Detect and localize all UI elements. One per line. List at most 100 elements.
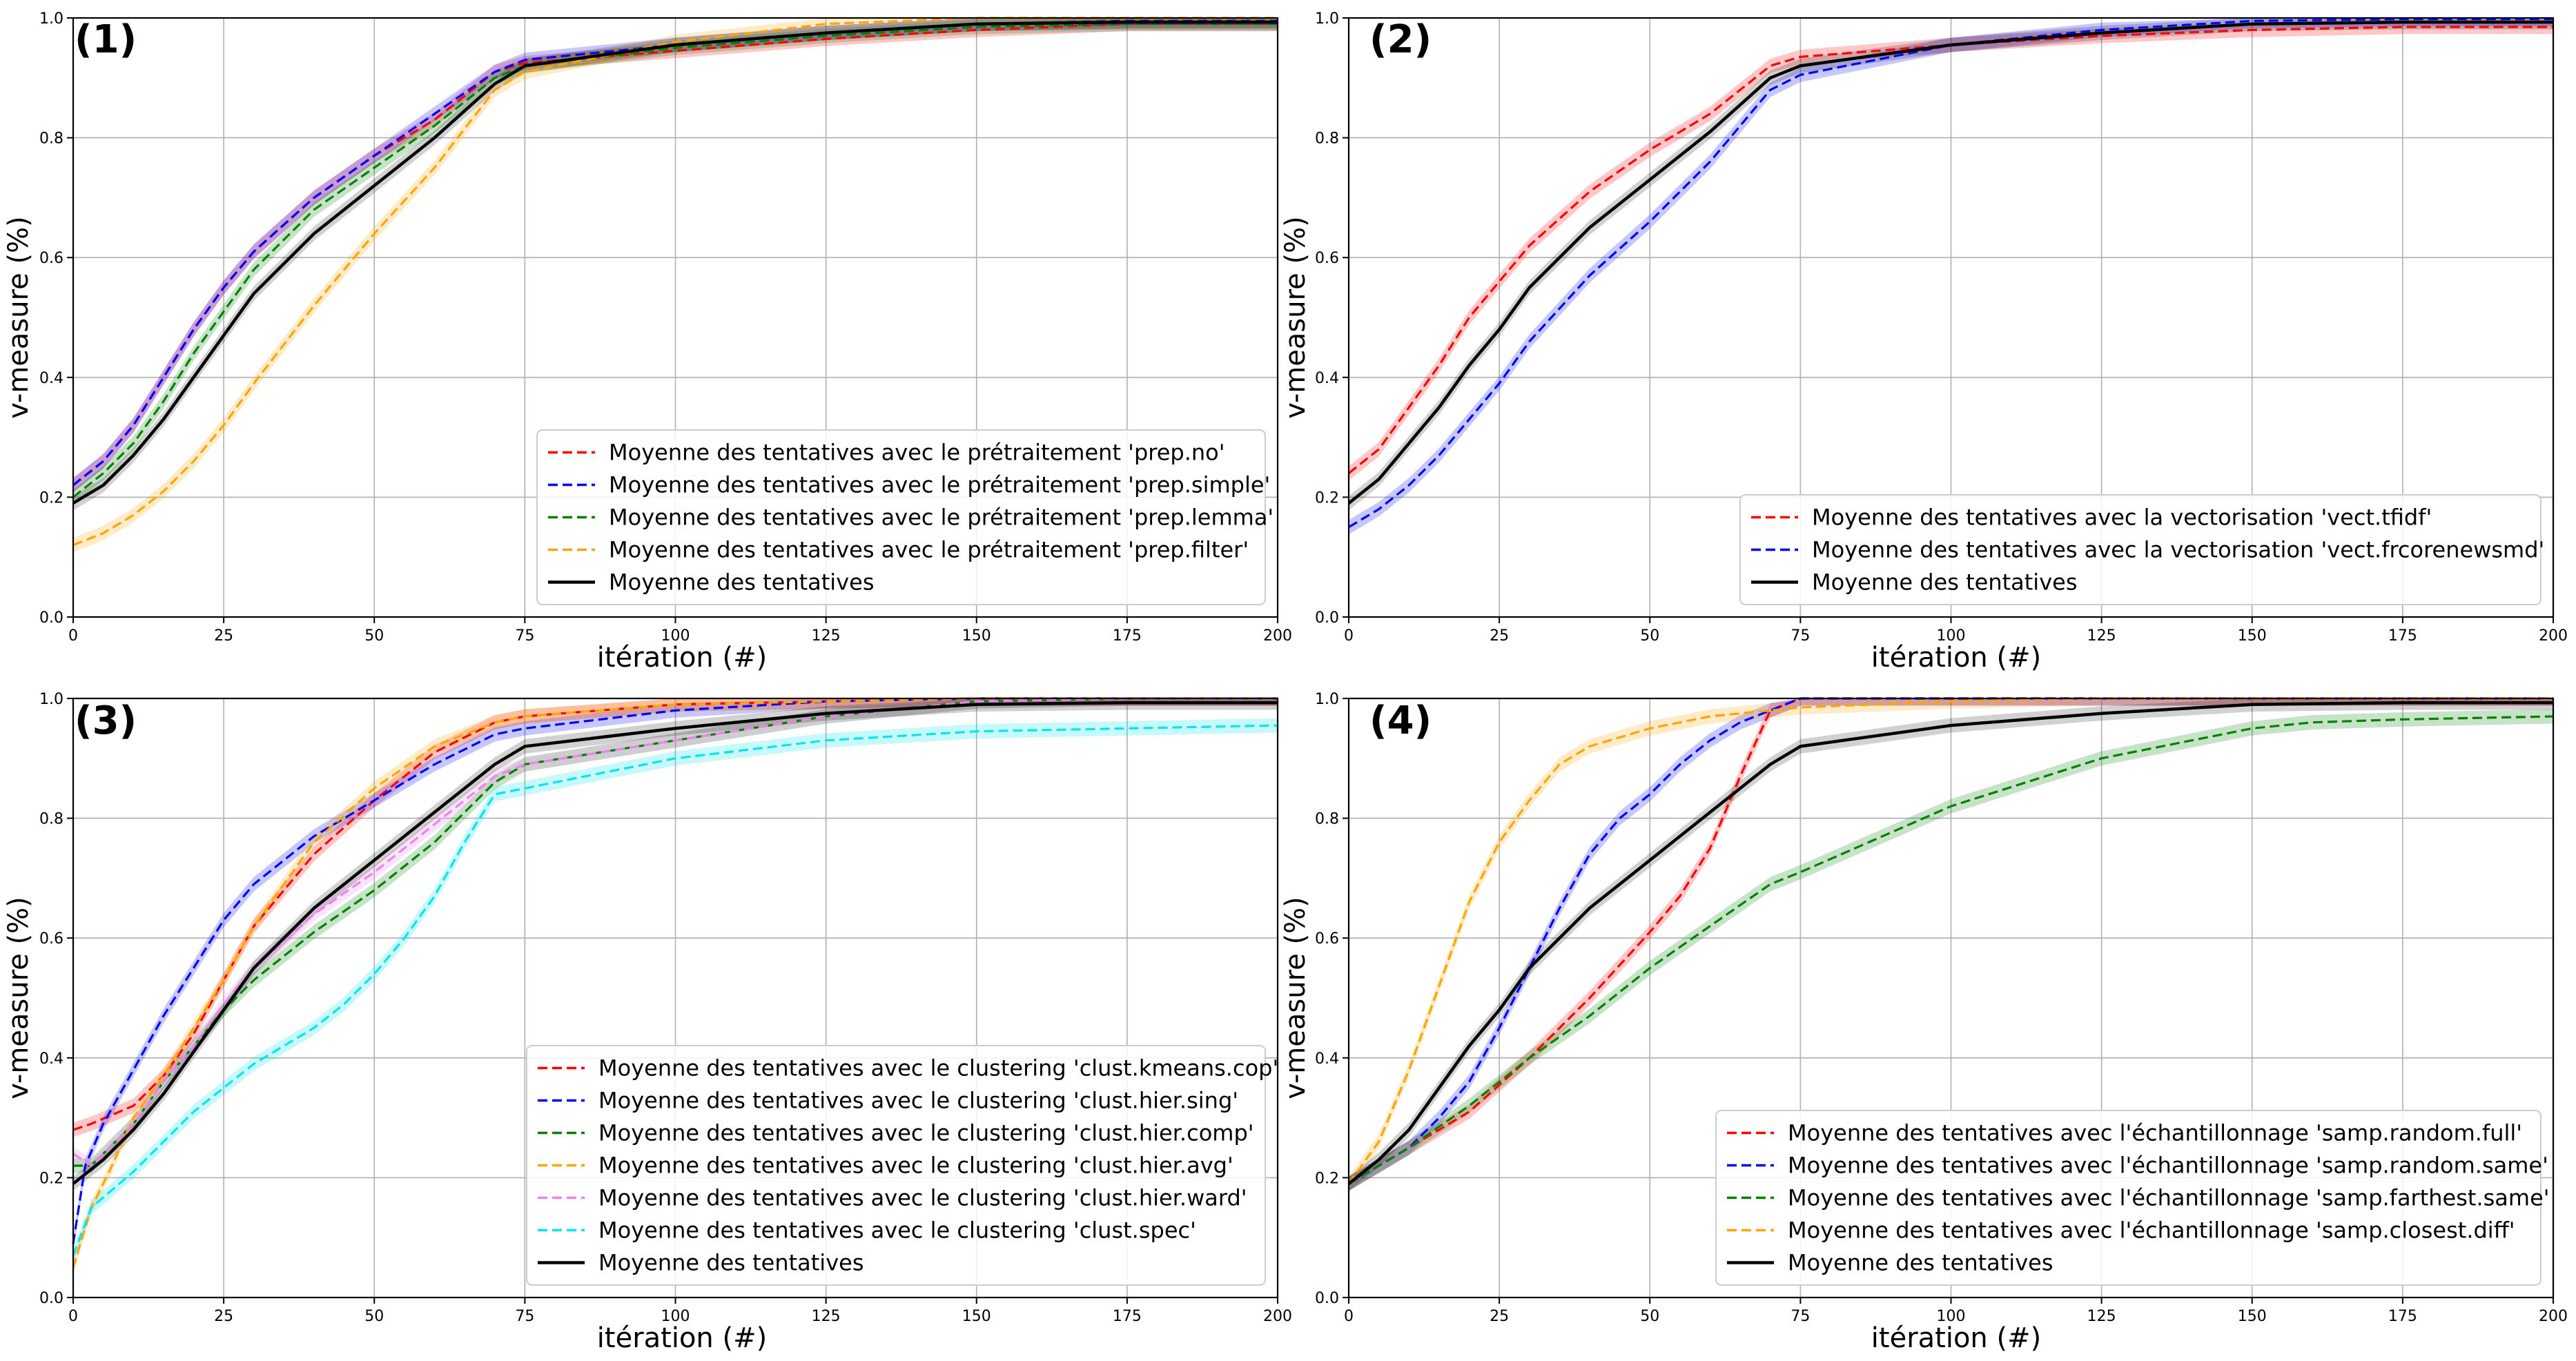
legend-entry: Moyenne des tentatives avec le prétraite…	[609, 440, 1225, 466]
plot-area: 0 25 50 75 100 125 150 175 200 0.0 0.2 0.4 0.6 0.8 1.0…	[39, 691, 1292, 1325]
legend-box	[1739, 494, 2541, 605]
x-tick-label: 200	[2539, 1308, 2568, 1325]
y-tick-label: 1.0	[1315, 691, 1339, 708]
panel-4: (4) itération (#) v-measure (%) 0 25 50 75 1…	[1280, 691, 2568, 1354]
series-line-0	[1348, 697, 2553, 1185]
series-line-4	[1347, 701, 2553, 1185]
x-axis-label: itération (#)	[597, 1322, 767, 1354]
y-axis-label: v-measure (%)	[1280, 897, 1311, 1099]
x-tick-label: 50	[364, 1308, 384, 1325]
x-tick-label: 100	[661, 627, 690, 645]
y-tick-label: 0.0	[39, 609, 64, 627]
x-tick-label: 0	[68, 1308, 78, 1325]
y-tick-label: 0.8	[39, 811, 64, 828]
y-tick-label: 1.0	[39, 10, 64, 28]
legend-entry: Moyenne des tentatives avec l'échantillo…	[1788, 1153, 2548, 1179]
panel-label: (3)	[75, 698, 137, 743]
legend-entry: Moyenne des tentatives avec le clusterin…	[598, 1088, 1238, 1114]
x-tick-label: 25	[1490, 627, 1509, 645]
x-tick-label: 125	[812, 627, 841, 645]
x-tick-label: 75	[515, 627, 534, 645]
x-tick-label: 200	[1263, 627, 1292, 645]
legend-entry: Moyenne des tentatives avec le clusterin…	[598, 1120, 1254, 1146]
y-axis-label: v-measure (%)	[3, 216, 35, 418]
series-line-5	[72, 724, 1278, 1256]
x-tick-label: 150	[962, 627, 991, 645]
x-tick-label: 175	[2388, 1308, 2417, 1325]
y-tick-label: 0.4	[1315, 370, 1339, 387]
y-tick-label: 0.2	[39, 1170, 64, 1187]
x-tick-label: 100	[1937, 627, 1966, 645]
y-axis-label: v-measure (%)	[3, 897, 35, 1099]
y-tick-label: 0.2	[39, 489, 64, 507]
legend-entry: Moyenne des tentatives avec le clusterin…	[598, 1185, 1247, 1211]
y-tick-label: 0.0	[1315, 1290, 1339, 1307]
y-tick-label: 0.4	[39, 370, 64, 387]
legend-entry: Moyenne des tentatives avec la vectorisa…	[1812, 537, 2544, 563]
panel-label: (4)	[1369, 698, 1432, 743]
legend-entry: Moyenne des tentatives avec l'échantillo…	[1788, 1120, 2522, 1146]
x-tick-label: 175	[1113, 1308, 1142, 1325]
x-tick-label: 100	[1937, 1308, 1966, 1325]
x-tick-label: 0	[1344, 627, 1354, 645]
series-line-4	[72, 20, 1278, 505]
series-line-0	[1348, 26, 2553, 474]
legend-box	[1715, 1110, 2541, 1286]
x-tick-label: 75	[1790, 627, 1810, 645]
legend-entry: Moyenne des tentatives	[1812, 569, 2077, 596]
panel-3: (3) itération (#) v-measure (%) 0 25 50 75 1…	[3, 691, 1292, 1354]
series-line-6	[72, 701, 1278, 1185]
x-tick-label: 125	[2087, 627, 2116, 645]
plot-area: 0 25 50 75 100 125 150 175 200 0.0 0.2 0.4 0.6 0.8 1.0…	[1315, 10, 2568, 645]
x-axis-label: itération (#)	[1871, 642, 2041, 674]
legend-entry: Moyenne des tentatives avec le prétraite…	[609, 505, 1274, 531]
legend-box	[536, 429, 1266, 605]
x-tick-label: 150	[2238, 627, 2267, 645]
panel-label: (2)	[1369, 17, 1432, 62]
x-tick-label: 50	[364, 627, 384, 645]
x-axis-label: itération (#)	[1871, 1322, 2041, 1354]
y-tick-label: 0.2	[1315, 489, 1339, 507]
legend-box	[526, 1045, 1266, 1286]
x-tick-label: 75	[1790, 1308, 1810, 1325]
legend: Moyenne des tentatives avec le prétraite…	[536, 429, 1274, 605]
series-line-2	[1348, 715, 2554, 1185]
y-tick-label: 0.6	[1315, 930, 1339, 948]
x-tick-label: 150	[2238, 1308, 2267, 1325]
series-line-3	[72, 17, 1278, 547]
legend: Moyenne des tentatives avec le clusterin…	[526, 1045, 1278, 1286]
x-tick-label: 150	[962, 1308, 991, 1325]
series-band-2	[73, 698, 1278, 1173]
legend-entry: Moyenne des tentatives avec le clusterin…	[598, 1153, 1233, 1179]
x-tick-label: 125	[812, 1308, 841, 1325]
plot-area: 0 25 50 75 100 125 150 175 200 0.0 0.2 0.4 0.6 0.8 1.0…	[1315, 691, 2568, 1325]
x-tick-label: 25	[214, 1308, 233, 1325]
y-tick-label: 0.8	[1315, 130, 1339, 148]
series-line-1	[72, 19, 1278, 487]
legend-entry: Moyenne des tentatives	[598, 1250, 863, 1276]
y-tick-label: 1.0	[39, 691, 64, 708]
x-tick-label: 25	[1490, 1308, 1509, 1325]
y-tick-label: 0.4	[1315, 1050, 1339, 1068]
y-tick-label: 0.4	[39, 1050, 64, 1068]
series-line-2	[1347, 20, 2553, 505]
y-tick-label: 1.0	[1315, 10, 1339, 28]
y-tick-label: 0.6	[39, 930, 64, 948]
x-axis-label: itération (#)	[597, 642, 767, 674]
legend-entry: Moyenne des tentatives avec le prétraite…	[609, 537, 1249, 563]
y-tick-label: 0.0	[1315, 609, 1339, 627]
x-tick-label: 100	[661, 1308, 690, 1325]
legend-entry: Moyenne des tentatives avec le clusterin…	[598, 1055, 1278, 1081]
legend: Moyenne des tentatives avec l'échantillo…	[1715, 1110, 2550, 1286]
x-tick-label: 50	[1640, 627, 1659, 645]
legend-entry: Moyenne des tentatives avec le clusterin…	[598, 1217, 1196, 1244]
legend-entry: Moyenne des tentatives avec la vectorisa…	[1812, 505, 2432, 531]
series-line-2	[72, 23, 1278, 498]
y-axis-label: v-measure (%)	[1280, 216, 1311, 418]
series-line-1	[72, 697, 1278, 1244]
y-tick-label: 0.8	[39, 130, 64, 148]
plot-area: 0 25 50 75 100 125 150 175 200 0.0 0.2 0.4 0.6 0.8 1.0…	[39, 10, 1292, 645]
legend-entry: Moyenne des tentatives avec le prétraite…	[609, 472, 1270, 498]
x-tick-label: 200	[2539, 627, 2568, 645]
